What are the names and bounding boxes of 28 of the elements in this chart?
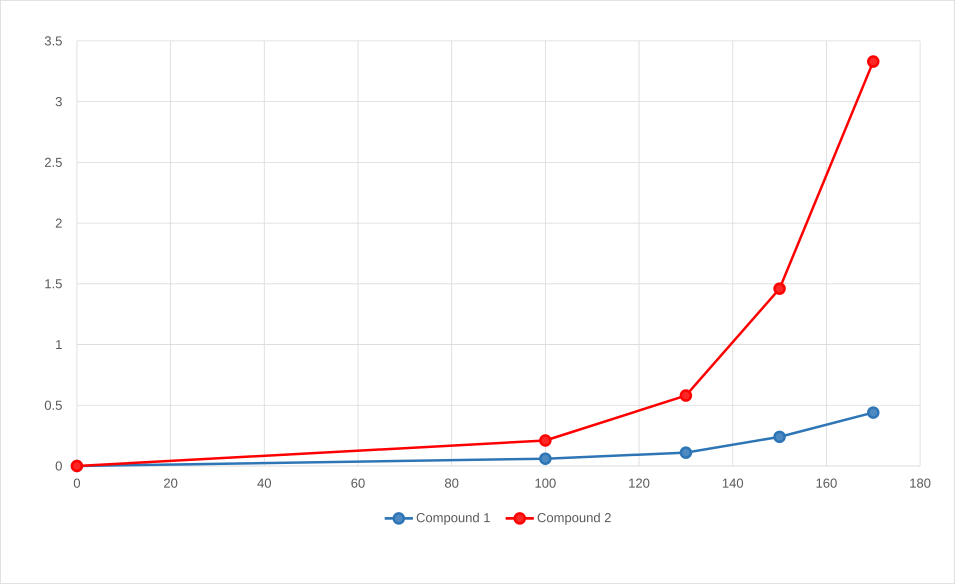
point bbox=[773, 282, 786, 295]
y-tick-label: 3 bbox=[56, 97, 62, 106]
x-tick-label: 160 bbox=[816, 478, 837, 488]
y-tick-label: 2 bbox=[56, 218, 62, 228]
x-tick-label: 80 bbox=[445, 478, 458, 488]
point bbox=[539, 452, 552, 465]
x-tick-label: 0 bbox=[74, 478, 80, 488]
x-tick-label: 20 bbox=[164, 478, 178, 488]
x-tick-label: 60 bbox=[351, 478, 365, 488]
x-tick-label: 180 bbox=[910, 478, 930, 488]
point bbox=[680, 446, 692, 459]
y-tick-label: 0 bbox=[56, 461, 62, 471]
y-tick-label: 1 bbox=[56, 340, 62, 350]
y-tick-label: 0.5 bbox=[44, 400, 62, 410]
point bbox=[773, 430, 786, 444]
x-tick-label: 120 bbox=[629, 478, 650, 488]
legend-label: Compound 1 bbox=[416, 512, 490, 525]
x-tick-label: 40 bbox=[257, 478, 272, 488]
x-tick-label: 140 bbox=[722, 478, 744, 488]
point bbox=[680, 389, 692, 402]
y-tick-label: 3.5 bbox=[44, 36, 62, 46]
point bbox=[867, 55, 880, 68]
point bbox=[867, 406, 880, 419]
legend-label: Compound 2 bbox=[538, 512, 611, 525]
y-tick-label: 1.5 bbox=[45, 279, 62, 288]
y-tick-label: 2.5 bbox=[44, 158, 62, 167]
point bbox=[539, 434, 552, 447]
x-tick-label: 100 bbox=[535, 478, 556, 488]
